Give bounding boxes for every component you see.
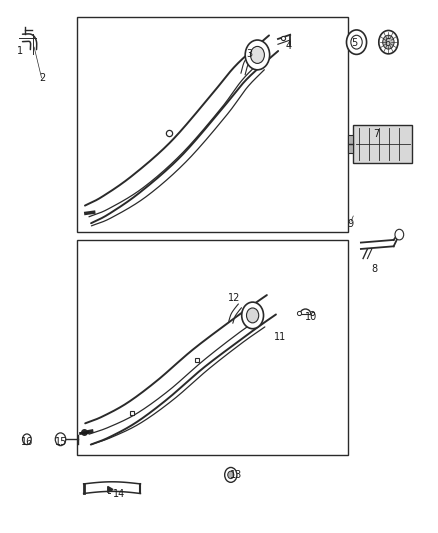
Text: 3: 3 bbox=[247, 49, 253, 59]
Text: 6: 6 bbox=[385, 38, 391, 48]
Text: 2: 2 bbox=[39, 73, 45, 83]
Bar bbox=[77, 240, 348, 455]
Text: 12: 12 bbox=[228, 293, 240, 303]
Circle shape bbox=[242, 302, 264, 329]
Text: 4: 4 bbox=[286, 41, 292, 51]
Circle shape bbox=[251, 46, 265, 63]
Text: 8: 8 bbox=[371, 264, 377, 274]
Circle shape bbox=[228, 471, 234, 479]
Text: 14: 14 bbox=[113, 489, 125, 499]
Text: 7: 7 bbox=[373, 128, 379, 139]
Text: 15: 15 bbox=[55, 437, 67, 447]
Circle shape bbox=[22, 434, 31, 445]
Circle shape bbox=[383, 35, 394, 49]
Bar bbox=[353, 125, 413, 163]
Text: 11: 11 bbox=[274, 332, 286, 342]
Text: 16: 16 bbox=[21, 437, 33, 447]
Circle shape bbox=[55, 433, 66, 446]
Text: 9: 9 bbox=[347, 219, 353, 229]
Text: 5: 5 bbox=[351, 38, 357, 48]
Text: 13: 13 bbox=[230, 470, 243, 480]
Circle shape bbox=[379, 30, 398, 54]
Circle shape bbox=[346, 30, 367, 54]
Circle shape bbox=[245, 40, 270, 70]
Text: 10: 10 bbox=[304, 312, 317, 322]
Circle shape bbox=[225, 467, 237, 482]
Circle shape bbox=[395, 229, 404, 240]
Bar bbox=[348, 135, 353, 154]
Text: 1: 1 bbox=[17, 46, 23, 56]
Bar bbox=[77, 17, 348, 232]
Circle shape bbox=[247, 308, 259, 323]
Circle shape bbox=[351, 35, 362, 49]
